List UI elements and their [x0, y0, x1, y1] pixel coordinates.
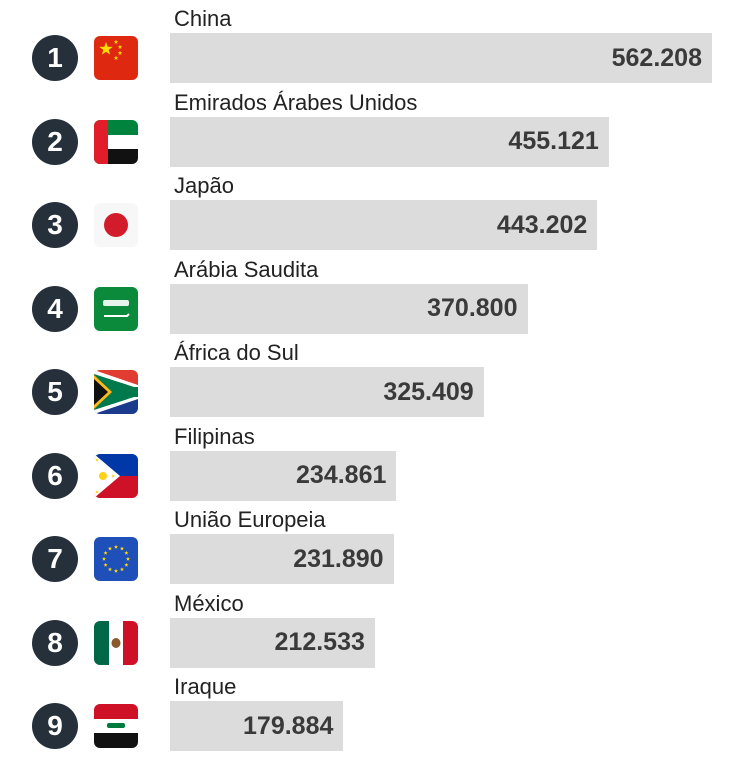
- category-label: México: [174, 590, 244, 616]
- rank-badge: 3: [32, 202, 78, 248]
- bar-chart: China 1 562.208 Emirados Árabes Unidos 2 455.…: [0, 6, 741, 751]
- value-label: 231.890: [293, 544, 384, 573]
- value-label: 443.202: [496, 210, 588, 239]
- chart-row: Iraque 9 179.884: [0, 674, 741, 758]
- south-africa-flag: [94, 370, 138, 414]
- philippines-flag-graphic: [94, 453, 138, 498]
- category-label: África do Sul: [174, 340, 299, 365]
- category-label: China: [174, 6, 232, 31]
- japan-flag: [94, 203, 138, 247]
- iraq-flag-graphic: [94, 704, 138, 748]
- european-union-flag-graphic: [94, 537, 138, 581]
- bar: 212.533: [170, 617, 375, 668]
- china-flag: [94, 36, 138, 80]
- value-label: 455.121: [508, 127, 599, 155]
- saudi-arabia-flag: [94, 286, 138, 331]
- rank-badge: 5: [32, 369, 78, 415]
- japan-flag-graphic: [94, 203, 138, 247]
- mexico-flag-graphic: [94, 620, 138, 665]
- category-label: Iraque: [174, 674, 237, 699]
- bar: 325.409: [170, 367, 484, 417]
- rank-badge: 8: [32, 619, 78, 666]
- south-africa-flag-graphic: [94, 370, 138, 414]
- rank-badge: 9: [32, 703, 78, 749]
- chart-row: China 1 562.208: [0, 6, 741, 90]
- china-flag-graphic: [94, 36, 138, 80]
- category-label: Arábia Saudita: [174, 256, 319, 282]
- category-label: Emirados Árabes Unidos: [174, 89, 418, 115]
- value-label: 179.884: [243, 711, 334, 740]
- bar: 231.890: [170, 534, 394, 584]
- rank-badge: 7: [32, 536, 78, 582]
- european-union-flag: [94, 537, 138, 581]
- category-label: Filipinas: [174, 423, 255, 449]
- mexico-flag: [94, 620, 138, 665]
- chart-row: Filipinas 6 234.861: [0, 424, 741, 508]
- category-label: Japão: [174, 173, 234, 198]
- category-label: União Europeia: [174, 507, 326, 532]
- rank-badge: 6: [32, 452, 78, 499]
- bar: 179.884: [170, 701, 344, 751]
- value-label: 234.861: [296, 461, 387, 489]
- bar: 455.121: [170, 116, 609, 167]
- philippines-flag: [94, 453, 138, 498]
- chart-row: Emirados Árabes Unidos 2 455.121: [0, 90, 741, 174]
- value-label: 370.800: [427, 294, 518, 322]
- value-label: 562.208: [611, 43, 702, 72]
- value-label: 212.533: [274, 628, 365, 656]
- chart-row: Arábia Saudita 4 370.800: [0, 257, 741, 341]
- chart-row: Japão 3 443.202: [0, 173, 741, 257]
- saudi-arabia-flag-graphic: [94, 286, 138, 331]
- value-label: 325.409: [383, 377, 474, 406]
- chart-row: México 8 212.533: [0, 591, 741, 675]
- chart-row: União Europeia 7 231.890: [0, 507, 741, 591]
- bar: 234.861: [170, 450, 397, 501]
- iraq-flag: [94, 704, 138, 748]
- bar: 443.202: [170, 200, 598, 250]
- rank-badge: 2: [32, 118, 78, 165]
- bar: 562.208: [170, 33, 712, 83]
- rank-badge: 4: [32, 285, 78, 332]
- rank-badge: 1: [32, 35, 78, 81]
- uae-flag-graphic: [94, 119, 138, 164]
- bar: 370.800: [170, 283, 528, 334]
- chart-row: África do Sul 5 325.409: [0, 340, 741, 424]
- uae-flag: [94, 119, 138, 164]
